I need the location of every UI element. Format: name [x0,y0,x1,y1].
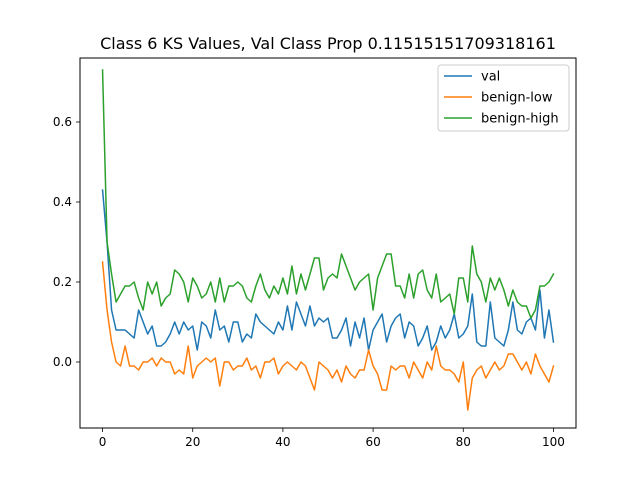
x-tick-label: 40 [275,435,290,449]
y-tick-label: 0.0 [53,355,72,369]
series-line-benign-low [101,261,555,411]
y-tick-label: 0.6 [53,115,72,129]
legend-box [437,64,570,132]
x-tick-label: 80 [456,435,471,449]
y-axis: 0.0 0.2 0.4 0.6 [53,115,80,369]
plot-series-group [101,69,555,411]
y-tick-label: 0.4 [53,195,72,209]
series-line-val [101,189,555,351]
legend-label-val: val [481,70,500,85]
x-axis: 0 20 40 60 80 100 [99,428,565,449]
series-line-benign-high [101,69,555,319]
plot-area-frame [79,57,577,429]
y-tick-label: 0.2 [53,275,72,289]
legend-label-benign-low: benign-low [481,91,553,106]
x-tick-label: 0 [99,435,107,449]
chart-title: Class 6 KS Values, Val Class Prop 0.1151… [100,34,556,53]
x-tick-label: 100 [542,435,565,449]
x-tick-label: 60 [365,435,380,449]
legend-label-benign-high: benign-high [481,112,559,127]
legend: val benign-low benign-high [437,64,570,132]
x-tick-label: 20 [185,435,200,449]
